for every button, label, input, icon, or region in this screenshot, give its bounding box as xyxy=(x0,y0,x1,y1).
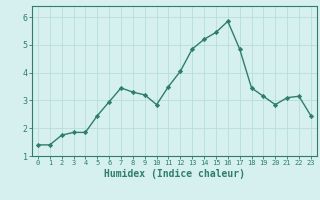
X-axis label: Humidex (Indice chaleur): Humidex (Indice chaleur) xyxy=(104,169,245,179)
